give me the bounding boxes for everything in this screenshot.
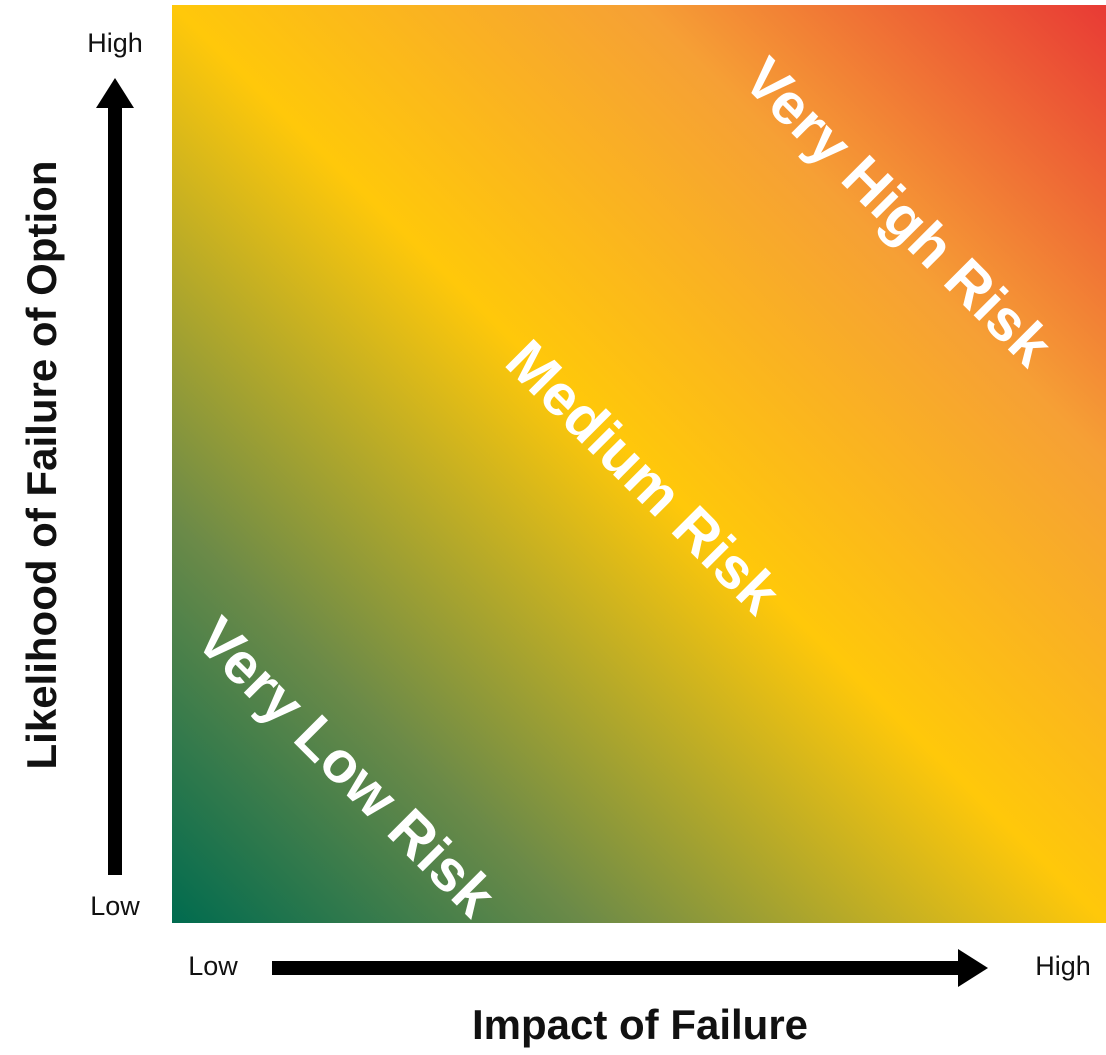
- x-high-label: High: [1035, 951, 1091, 981]
- x-arrow-head: [958, 949, 988, 987]
- y-low-label: Low: [90, 891, 140, 921]
- y-high-label: High: [87, 28, 143, 58]
- risk-gradient: [172, 5, 1106, 923]
- y-axis-title: Likelihood of Failure of Option: [18, 161, 65, 770]
- x-axis-title: Impact of Failure: [472, 1001, 808, 1048]
- y-arrow-head: [96, 78, 134, 108]
- x-low-label: Low: [188, 951, 238, 981]
